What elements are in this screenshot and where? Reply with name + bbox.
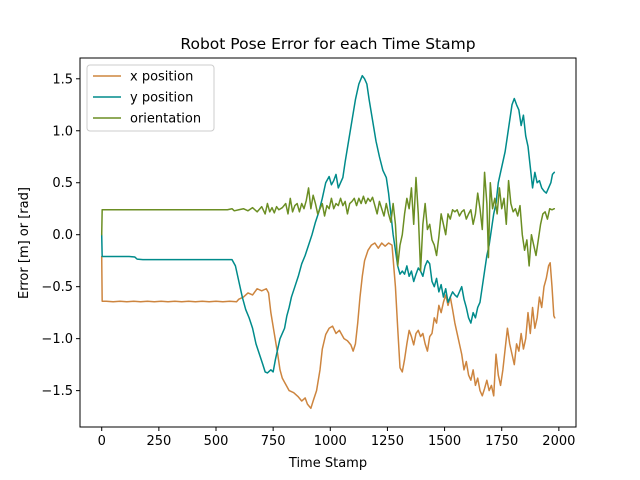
legend-label-y-position: y position: [130, 91, 193, 106]
x-tick-label: 500: [204, 434, 229, 449]
x-tick-label: 2000: [542, 434, 575, 449]
x-tick-label: 1750: [485, 434, 518, 449]
series-line-orientation: [100, 171, 556, 272]
series-line-y-position: [100, 74, 556, 374]
y-tick-label: 1.5: [52, 72, 73, 87]
legend-label-orientation: orientation: [130, 112, 201, 127]
y-tick-label: 0.0: [52, 228, 73, 243]
x-tick-label: 1000: [314, 434, 347, 449]
legend-items: x position y position orientation: [93, 70, 201, 127]
chart-title: Robot Pose Error for each Time Stamp: [180, 35, 475, 53]
legend-box: [86, 64, 215, 132]
legend-label-x-position: x position: [130, 70, 193, 85]
x-tick-label: 1250: [371, 434, 404, 449]
x-axis: 0 250 500 750 1000 1250 1500 1750 2000: [98, 427, 575, 449]
y-tick-label: −1.0: [41, 332, 73, 347]
series-line-x-position: [100, 242, 556, 410]
legend: x position y position orientation: [86, 64, 215, 132]
y-axis-label: Error [m] or [rad]: [17, 187, 32, 299]
x-tick-label: 0: [98, 434, 106, 449]
x-axis-label: Time Stamp: [288, 456, 367, 471]
x-tick-label: 1500: [428, 434, 461, 449]
y-tick-label: −0.5: [41, 280, 73, 295]
y-tick-label: 0.5: [52, 176, 73, 191]
y-axis: −1.5 −1.0 −0.5 0.0 0.5 1.0 1.5: [41, 72, 80, 399]
x-tick-label: 750: [261, 434, 286, 449]
y-tick-label: −1.5: [41, 384, 73, 399]
plot-frame: [79, 57, 577, 428]
y-tick-label: 1.0: [52, 124, 73, 139]
series-layer: [100, 74, 556, 410]
x-tick-label: 250: [146, 434, 171, 449]
